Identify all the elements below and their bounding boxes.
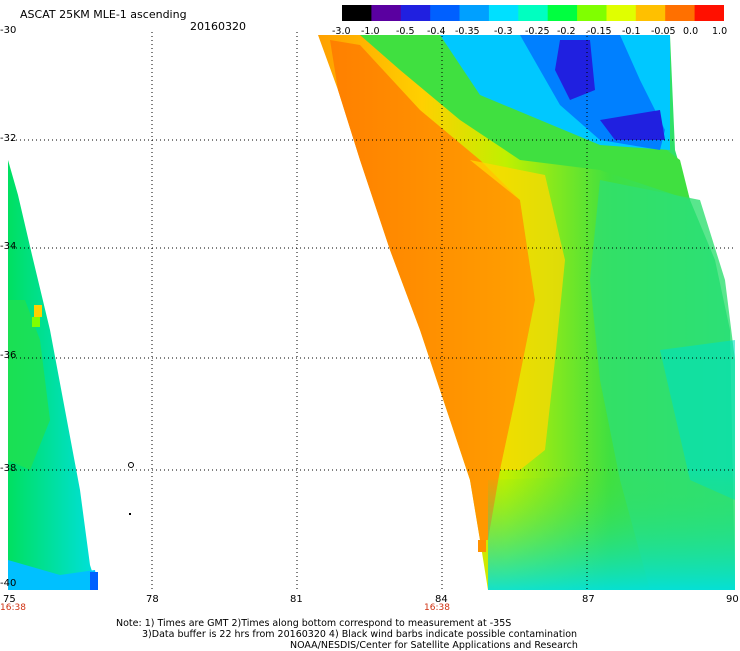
colorbar-segment (665, 5, 696, 21)
lon-label-87: 87 (582, 594, 595, 605)
graticule (8, 32, 735, 590)
lon-label-90: 90 (726, 594, 739, 605)
colorbar-label-9: -0.1 (622, 26, 641, 37)
lat-label-38: -38 (0, 463, 17, 474)
lat-label-30: -30 (0, 25, 17, 36)
colorbar-segment (488, 5, 519, 21)
colorbar-segment (371, 5, 402, 21)
colorbar-label-4: -0.35 (455, 26, 480, 37)
pass-time-main: 16:38 (424, 603, 450, 613)
colorbar-label-12: 1.0 (712, 26, 728, 37)
lat-label-34: -34 (0, 241, 17, 252)
colorbar-segment (430, 5, 461, 21)
colorbar-label-5: -0.3 (494, 26, 513, 37)
colorbar-label-1: -1.0 (361, 26, 380, 37)
left-swath (8, 160, 98, 590)
colorbar-label-7: -0.2 (557, 26, 576, 37)
colorbar-segment (635, 5, 666, 21)
colorbar-gradient (342, 5, 724, 21)
colorbar-label-2: -0.5 (396, 26, 415, 37)
colorbar-label-3: -0.4 (427, 26, 446, 37)
main-swath (318, 35, 735, 590)
lon-label-84: 84 (435, 594, 448, 605)
note-line-3: NOAA/NESDIS/Center for Satellite Applica… (290, 640, 578, 651)
colorbar-label-8: -0.15 (587, 26, 612, 37)
note-line-2: 3)Data buffer is 22 hrs from 20160320 4)… (142, 629, 578, 640)
colorbar-segment (518, 5, 549, 21)
map-title: ASCAT 25KM MLE-1 ascending (20, 8, 187, 21)
note-line-1: Note: 1) Times are GMT 2)Times along bot… (116, 618, 512, 629)
colorbar-segment (606, 5, 637, 21)
island-marker (128, 462, 134, 468)
colorbar-segment (694, 5, 724, 21)
colorbar-segment (400, 5, 431, 21)
colorbar-segment (342, 5, 372, 21)
colorbar-segment (547, 5, 578, 21)
colorbar (342, 5, 724, 21)
lon-label-75: 75 (3, 594, 16, 605)
map-date: 20160320 (190, 20, 246, 33)
island-marker (129, 513, 131, 515)
colorbar-label-6: -0.25 (525, 26, 550, 37)
colorbar-label-11: 0.0 (683, 26, 699, 37)
lon-label-78: 78 (146, 594, 159, 605)
colorbar-label-0: -3.0 (332, 26, 351, 37)
colorbar-label-10: -0.05 (651, 26, 676, 37)
colorbar-segment (577, 5, 607, 21)
lat-label-40: -40 (0, 578, 17, 589)
lon-label-81: 81 (290, 594, 303, 605)
lat-label-36: -36 (0, 350, 17, 361)
lat-label-32: -32 (0, 133, 17, 144)
pass-time-left: 16:38 (0, 603, 26, 613)
colorbar-segment (459, 5, 490, 21)
